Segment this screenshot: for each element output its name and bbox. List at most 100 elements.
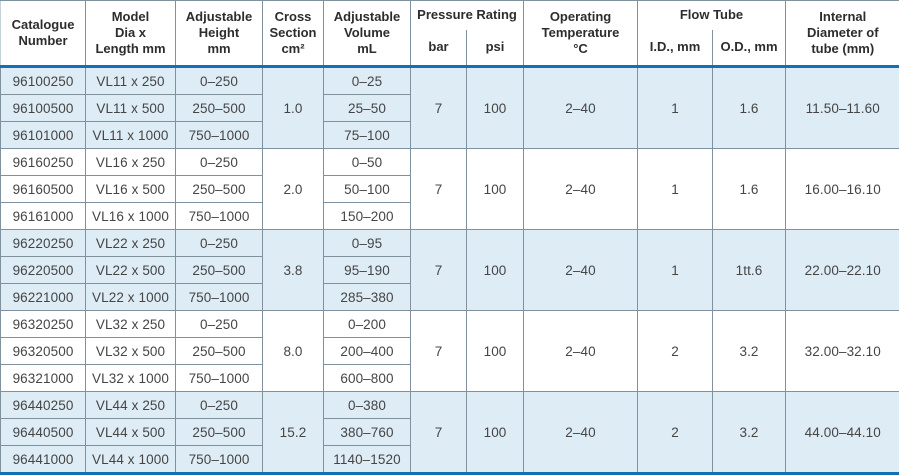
header-adjustable-height: Adjustable Height mm — [176, 1, 263, 67]
cell-model: VL11 x 250 — [86, 67, 176, 95]
cell-adjustable-volume: 150–200 — [324, 203, 411, 230]
header-psi: psi — [467, 30, 524, 67]
cell-adjustable-volume: 380–760 — [324, 419, 411, 446]
header-cross-section: Cross Section cm² — [263, 1, 324, 67]
catalog-page: Catalogue Number Model Dia x Length mm A… — [0, 0, 899, 465]
cell-internal-diameter: 44.00–44.10 — [786, 392, 899, 474]
cell-catalogue-number: 96440500 — [1, 419, 86, 446]
cell-adjustable-volume: 285–380 — [324, 284, 411, 311]
cell-adjustable-volume: 200–400 — [324, 338, 411, 365]
cell-catalogue-number: 96441000 — [1, 446, 86, 474]
cell-operating-temperature: 2–40 — [524, 392, 638, 474]
cell-adjustable-height: 750–1000 — [176, 203, 263, 230]
cell-od-mm: 3.2 — [713, 311, 786, 392]
cell-adjustable-volume: 0–50 — [324, 149, 411, 176]
cell-adjustable-volume: 0–380 — [324, 392, 411, 419]
cell-adjustable-height: 750–1000 — [176, 446, 263, 474]
cell-model: VL22 x 250 — [86, 230, 176, 257]
cell-catalogue-number: 96221000 — [1, 284, 86, 311]
cell-bar: 7 — [411, 67, 467, 149]
table-header: Catalogue Number Model Dia x Length mm A… — [1, 1, 899, 67]
cell-adjustable-height: 0–250 — [176, 392, 263, 419]
cell-adjustable-height: 750–1000 — [176, 365, 263, 392]
cell-id-mm: 1 — [638, 67, 713, 149]
cell-catalogue-number: 96440250 — [1, 392, 86, 419]
cell-internal-diameter: 22.00–22.10 — [786, 230, 899, 311]
cell-model: VL32 x 500 — [86, 338, 176, 365]
cell-psi: 100 — [467, 230, 524, 311]
cell-catalogue-number: 96101000 — [1, 122, 86, 149]
cell-adjustable-volume: 50–100 — [324, 176, 411, 203]
cell-model: VL32 x 250 — [86, 311, 176, 338]
table-row: 96440250 VL44 x 250 0–250 15.2 0–380 7 1… — [1, 392, 899, 419]
header-od-mm: O.D., mm — [713, 30, 786, 67]
cell-model: VL16 x 1000 — [86, 203, 176, 230]
header-adjustable-volume: Adjustable Volume mL — [324, 1, 411, 67]
cell-adjustable-height: 750–1000 — [176, 122, 263, 149]
cell-id-mm: 1 — [638, 230, 713, 311]
cell-adjustable-volume: 1140–1520 — [324, 446, 411, 474]
header-id-mm: I.D., mm — [638, 30, 713, 67]
cell-model: VL22 x 1000 — [86, 284, 176, 311]
cell-od-mm: 3.2 — [713, 392, 786, 474]
cell-adjustable-height: 250–500 — [176, 338, 263, 365]
cell-catalogue-number: 96320500 — [1, 338, 86, 365]
cell-catalogue-number: 96100500 — [1, 95, 86, 122]
cell-id-mm: 2 — [638, 392, 713, 474]
table-row: 96100250 VL11 x 250 0–250 1.0 0–25 7 100… — [1, 67, 899, 95]
cell-model: VL11 x 1000 — [86, 122, 176, 149]
cell-adjustable-volume: 0–95 — [324, 230, 411, 257]
cell-catalogue-number: 96100250 — [1, 67, 86, 95]
cell-adjustable-height: 250–500 — [176, 419, 263, 446]
cell-adjustable-volume: 0–25 — [324, 67, 411, 95]
cell-cross-section: 3.8 — [263, 230, 324, 311]
table-row: 96320250 VL32 x 250 0–250 8.0 0–200 7 10… — [1, 311, 899, 338]
cell-catalogue-number: 96160250 — [1, 149, 86, 176]
header-internal-diameter: Internal Diameter of tube (mm) — [786, 1, 899, 67]
header-bar: bar — [411, 30, 467, 67]
cell-od-mm: 1.6 — [713, 67, 786, 149]
cell-adjustable-height: 250–500 — [176, 176, 263, 203]
cell-model: VL11 x 500 — [86, 95, 176, 122]
cell-adjustable-volume: 600–800 — [324, 365, 411, 392]
cell-bar: 7 — [411, 230, 467, 311]
cell-cross-section: 15.2 — [263, 392, 324, 474]
table-row: 96220250 VL22 x 250 0–250 3.8 0–95 7 100… — [1, 230, 899, 257]
table-row: 96160250 VL16 x 250 0–250 2.0 0–50 7 100… — [1, 149, 899, 176]
cell-catalogue-number: 96220500 — [1, 257, 86, 284]
cell-internal-diameter: 32.00–32.10 — [786, 311, 899, 392]
cell-catalogue-number: 96161000 — [1, 203, 86, 230]
cell-adjustable-height: 0–250 — [176, 67, 263, 95]
cell-adjustable-volume: 75–100 — [324, 122, 411, 149]
header-flow-tube: Flow Tube — [638, 1, 786, 30]
cell-model: VL44 x 250 — [86, 392, 176, 419]
cell-adjustable-height: 250–500 — [176, 257, 263, 284]
cell-cross-section: 2.0 — [263, 149, 324, 230]
cell-adjustable-height: 0–250 — [176, 230, 263, 257]
cell-cross-section: 8.0 — [263, 311, 324, 392]
cell-psi: 100 — [467, 392, 524, 474]
cell-adjustable-height: 250–500 — [176, 95, 263, 122]
cell-bar: 7 — [411, 149, 467, 230]
cell-cross-section: 1.0 — [263, 67, 324, 149]
cell-id-mm: 1 — [638, 149, 713, 230]
cell-operating-temperature: 2–40 — [524, 149, 638, 230]
header-operating-temperature: Operating Temperature °C — [524, 1, 638, 67]
cell-adjustable-volume: 0–200 — [324, 311, 411, 338]
cell-model: VL22 x 500 — [86, 257, 176, 284]
cell-catalogue-number: 96320250 — [1, 311, 86, 338]
cell-adjustable-volume: 25–50 — [324, 95, 411, 122]
header-row-groups: Catalogue Number Model Dia x Length mm A… — [1, 1, 899, 30]
cell-adjustable-height: 0–250 — [176, 149, 263, 176]
cell-catalogue-number: 96160500 — [1, 176, 86, 203]
cell-adjustable-volume: 95–190 — [324, 257, 411, 284]
cell-psi: 100 — [467, 311, 524, 392]
cell-model: VL32 x 1000 — [86, 365, 176, 392]
cell-model: VL16 x 500 — [86, 176, 176, 203]
cell-model: VL16 x 250 — [86, 149, 176, 176]
header-pressure-rating: Pressure Rating — [411, 1, 524, 30]
cell-operating-temperature: 2–40 — [524, 230, 638, 311]
table-body: 96100250 VL11 x 250 0–250 1.0 0–25 7 100… — [1, 67, 899, 474]
header-model: Model Dia x Length mm — [86, 1, 176, 67]
